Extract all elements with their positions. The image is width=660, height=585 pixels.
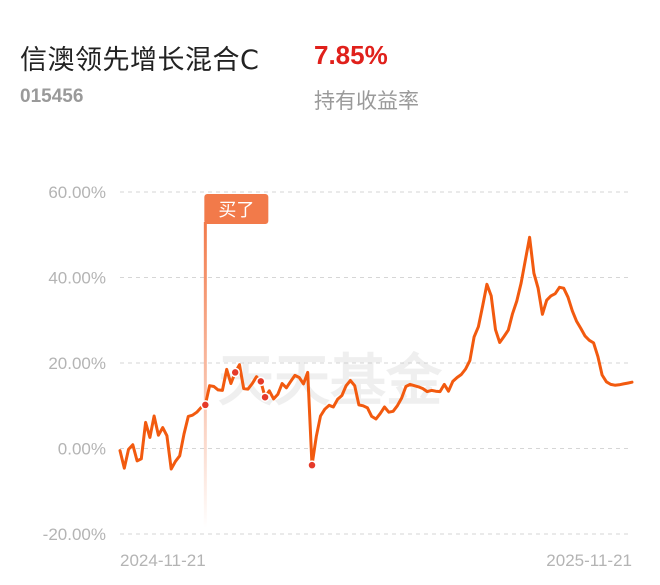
y-axis-ticks: 60.00% 40.00% 20.00% 0.00% -20.00% [43,183,106,544]
buy-marker-label: 买了 [218,200,254,221]
y-tick-label: 40.00% [48,269,106,288]
x-tick-label: 2024-11-21 [120,551,206,570]
y-tick-label: -20.00% [43,525,106,544]
transaction-point[interactable] [230,367,240,378]
y-tick-label: 0.00% [58,440,106,459]
transaction-point[interactable] [200,400,211,410]
grid-lines [120,191,632,535]
buy-marker[interactable]: 买了 [203,194,269,528]
holding-return-value: 7.85% [314,40,388,70]
transaction-points[interactable] [200,367,317,470]
x-axis-ticks: 2024-11-21 2025-11-21 [120,551,632,570]
fund-code: 015456 [20,86,84,107]
transaction-point[interactable] [260,392,270,402]
fund-name: 信澳领先增长混合C [20,45,260,76]
holding-return-label: 持有收益率 [314,89,419,113]
y-tick-label: 60.00% [48,183,106,202]
transaction-point[interactable] [307,460,317,470]
y-tick-label: 20.00% [48,354,106,373]
buy-marker-badge[interactable] [204,194,269,224]
buy-marker-line [203,222,207,528]
transaction-point[interactable] [256,376,266,387]
watermark: 天天基金 [218,348,443,414]
x-tick-label: 2025-11-21 [546,551,632,570]
